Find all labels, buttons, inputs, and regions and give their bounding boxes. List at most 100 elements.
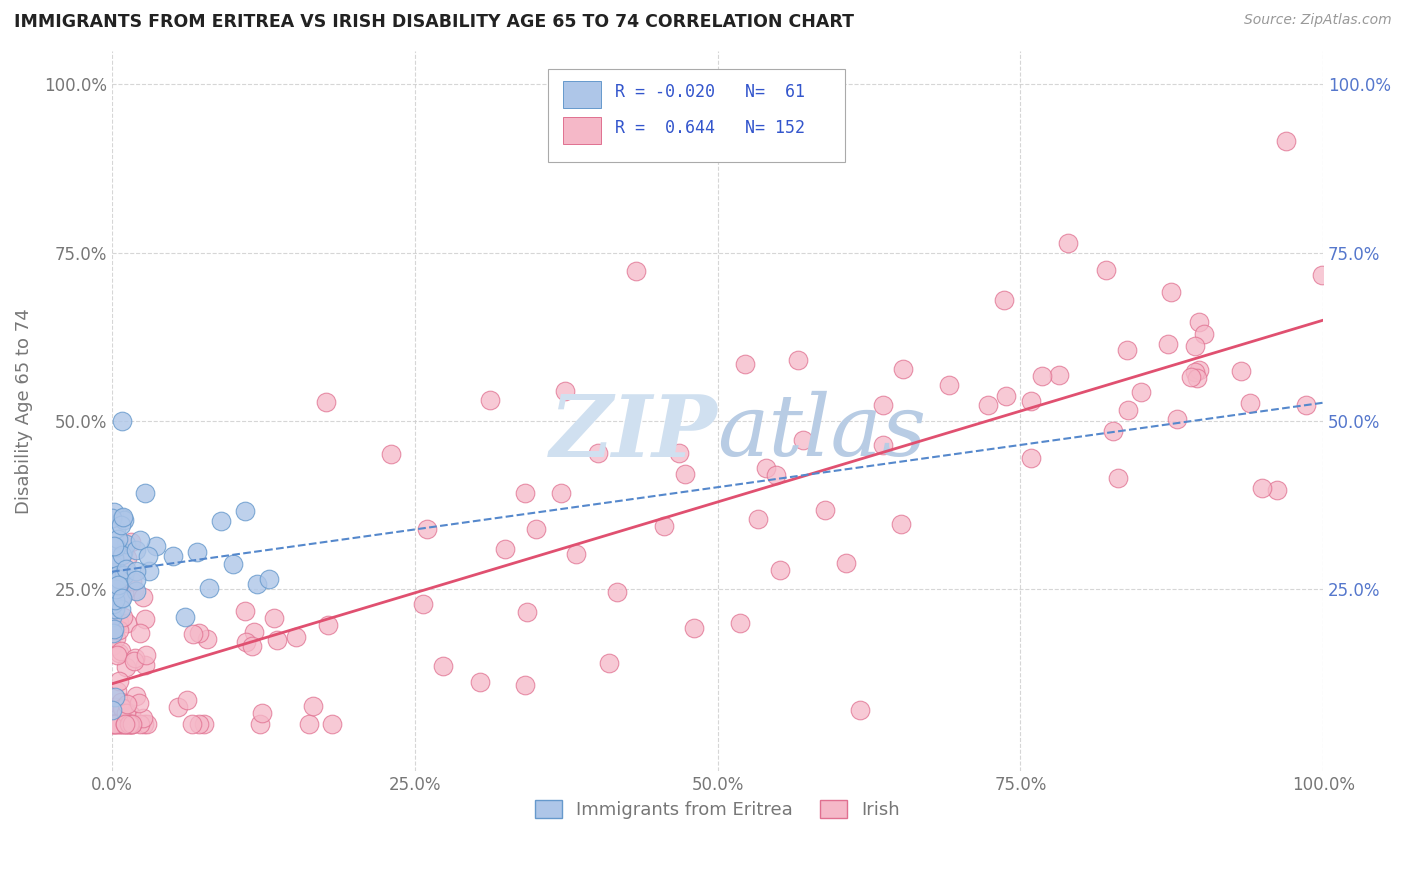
Point (136, 716, 159, 731)
Point (114, 716, 136, 731)
Point (118, 716, 141, 731)
Text: ZIP: ZIP (550, 391, 717, 474)
Point (315, 395, 337, 409)
Point (115, 659, 138, 673)
Point (114, 568, 136, 582)
Point (125, 564, 148, 578)
Point (111, 716, 134, 731)
Point (125, 584, 148, 599)
Point (516, 605, 538, 619)
Point (128, 716, 150, 731)
Point (668, 446, 690, 460)
Point (114, 716, 136, 731)
Point (103, 553, 125, 567)
Point (494, 541, 516, 556)
Point (266, 632, 288, 647)
Point (128, 696, 150, 710)
Point (606, 585, 628, 599)
Point (673, 467, 696, 482)
Point (104, 582, 127, 596)
Point (110, 601, 132, 615)
Point (115, 615, 138, 630)
Point (1187, 371, 1209, 385)
Point (107, 565, 129, 579)
Point (624, 263, 647, 277)
Point (104, 565, 127, 579)
Point (181, 716, 204, 731)
Point (115, 697, 138, 711)
Point (872, 437, 894, 451)
Point (792, 434, 814, 448)
Point (110, 569, 132, 583)
Point (101, 511, 124, 525)
Point (101, 597, 124, 611)
Point (240, 639, 263, 653)
Point (814, 502, 837, 516)
Point (1265, 483, 1288, 498)
Point (193, 716, 215, 731)
Text: R =  0.644   N= 152: R = 0.644 N= 152 (614, 120, 804, 137)
Point (103, 574, 125, 589)
Point (110, 700, 132, 714)
Point (115, 550, 138, 565)
Point (117, 716, 139, 731)
Point (1188, 315, 1211, 329)
Point (107, 673, 129, 688)
Point (1184, 339, 1206, 353)
Point (298, 716, 321, 731)
Point (167, 700, 190, 714)
Point (250, 706, 273, 721)
Point (103, 539, 125, 553)
Point (380, 447, 402, 461)
Point (515, 486, 537, 500)
Point (108, 572, 131, 586)
Point (121, 716, 143, 731)
Point (120, 707, 142, 722)
Point (181, 626, 204, 640)
Point (263, 610, 285, 624)
Point (122, 654, 145, 668)
Point (1310, 268, 1333, 282)
Text: Source: ZipAtlas.com: Source: ZipAtlas.com (1244, 13, 1392, 28)
Point (1230, 364, 1253, 378)
Point (233, 504, 256, 518)
Point (198, 581, 221, 595)
Point (994, 389, 1017, 403)
Point (135, 648, 157, 662)
Point (835, 556, 858, 570)
Point (105, 566, 128, 581)
Point (103, 558, 125, 573)
Point (728, 616, 751, 631)
Point (1057, 235, 1080, 250)
Point (186, 545, 208, 559)
Point (734, 357, 756, 371)
Point (554, 384, 576, 398)
Point (765, 467, 787, 482)
Point (104, 716, 127, 731)
Point (114, 562, 136, 576)
Point (107, 615, 129, 630)
Point (1180, 369, 1202, 384)
Point (176, 693, 198, 707)
Point (103, 716, 125, 731)
Point (134, 612, 156, 626)
Point (111, 548, 134, 562)
Point (110, 695, 132, 709)
Point (112, 513, 135, 527)
Point (1107, 471, 1129, 485)
Point (209, 514, 232, 528)
Point (104, 522, 127, 536)
Point (550, 486, 572, 500)
Point (321, 716, 343, 731)
Point (977, 398, 1000, 412)
Point (114, 716, 136, 731)
Point (187, 626, 209, 640)
FancyBboxPatch shape (548, 69, 845, 162)
Point (1166, 411, 1188, 425)
Point (1251, 482, 1274, 496)
Point (1031, 368, 1053, 383)
Point (124, 651, 146, 665)
Point (891, 361, 914, 376)
Point (118, 716, 141, 731)
Point (107, 577, 129, 591)
